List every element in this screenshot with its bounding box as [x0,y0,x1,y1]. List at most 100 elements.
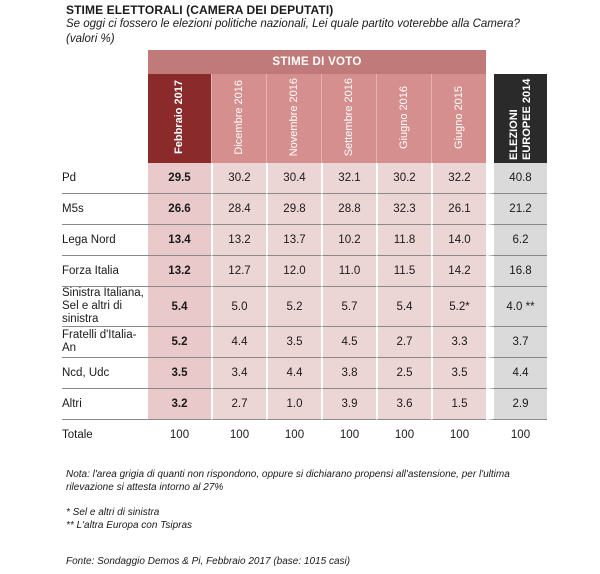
header-label-spacer [62,74,148,163]
column-header: Dicembre 2016 [211,74,266,163]
cell-value: 3.8 [321,358,376,389]
header-spacer-right [486,50,547,74]
row-label: Sinistra Italiana, Sel e altri di sinist… [62,287,148,327]
cell-value: 3.6 [376,389,431,420]
column-header-label: Giugno 2016 [397,85,410,149]
row-label: Fratelli d'Italia-An [62,327,148,358]
cell-value: 4.5 [321,327,376,358]
page-title: STIME ELETTORALI (CAMERA DEI DEPUTATI) [66,3,334,17]
source: Fonte: Sondaggio Demos & Pi, Febbraio 20… [66,556,351,567]
cell-value: 5.2 [266,287,321,327]
cell-value: 32.3 [376,194,431,225]
cell-value: 3.9 [321,389,376,420]
cell-value: 1.5 [431,389,486,420]
table-row: Pd 29.5 30.2 30.4 32.1 30.2 32.2 40.8 [62,163,547,194]
estimates-table: STIME DI VOTO Febbraio 2017 Dicembre 201… [62,50,547,450]
table-row: Sinistra Italiana, Sel e altri di sinist… [62,287,547,327]
table-row: Fratelli d'Italia-An 5.2 4.4 3.5 4.5 2.7 3.3 3.… [62,327,547,358]
row-label: Altri [62,389,148,420]
row-label: Ncd, Udc [62,358,148,389]
cell-value: 32.2 [431,163,486,194]
cell-value: 11.8 [376,225,431,256]
cell-current: 5.4 [148,287,211,327]
column-header: Giugno 2015 [431,74,486,163]
cell-europee: 6.2 [486,225,547,256]
footnote-asterisk: * Sel e altri di sinistra [66,507,160,518]
column-header: Giugno 2016 [376,74,431,163]
table-row: Altri 3.2 2.7 1.0 3.9 3.6 1.5 2.9 [62,389,547,420]
cell-europee: 21.2 [486,194,547,225]
cell-value: 29.8 [266,194,321,225]
cell-value: 3.4 [211,358,266,389]
cell-europee: 16.8 [486,256,547,287]
cell-value: 100 [431,420,486,450]
column-header: Febbraio 2017 [148,74,211,163]
cell-current: 5.2 [148,327,211,358]
group-header: STIME DI VOTO [148,50,486,74]
cell-value: 14.0 [431,225,486,256]
cell-value: 3.5 [266,327,321,358]
cell-value: 12.7 [211,256,266,287]
header-spacer [62,50,148,74]
note: Nota: l'area grigia di quanti non rispon… [66,469,510,493]
cell-value: 11.5 [376,256,431,287]
column-header-label: Settembre 2016 [342,77,355,157]
row-label: Forza Italia [62,256,148,287]
cell-value: 12.0 [266,256,321,287]
cell-value: 30.2 [211,163,266,194]
survey-question: Se oggi ci fossero le elezioni politiche… [66,18,520,45]
cell-current: 29.5 [148,163,211,194]
cell-current: 13.2 [148,256,211,287]
total-row: Totale 100 100 100 100 100 100 100 [62,420,547,450]
column-header-label: Giugno 2015 [452,85,465,149]
cell-value: 5.2* [431,287,486,327]
column-header-label: Febbraio 2017 [173,80,185,154]
cell-value: 28.4 [211,194,266,225]
cell-value: 32.1 [321,163,376,194]
cell-value: 14.2 [431,256,486,287]
column-header-label: ELEZIONI EUROPEE 2014 [507,78,533,160]
cell-value: 3.3 [431,327,486,358]
cell-value: 13.2 [211,225,266,256]
cell-current: 100 [169,429,190,441]
cell-europee: 3.7 [486,327,547,358]
cell-europee: 4.0 ** [486,287,547,327]
cell-value: 10.2 [321,225,376,256]
row-label: Pd [62,163,148,194]
cell-current: 3.2 [148,389,211,420]
table-row: Forza Italia 13.2 12.7 12.0 11.0 11.5 14.2 16.8 [62,256,547,287]
row-label: Lega Nord [62,225,148,256]
column-header-label: Novembre 2016 [287,77,300,157]
cell-value: 100 [211,420,266,450]
cell-value: 2.7 [211,389,266,420]
cell-value: 4.4 [211,327,266,358]
cell-value: 100 [376,420,431,450]
cell-value: 4.4 [266,358,321,389]
cell-value: 2.7 [376,327,431,358]
cell-value: 28.8 [321,194,376,225]
cell-current: 3.5 [148,358,211,389]
cell-value: 30.2 [376,163,431,194]
cell-value: 100 [266,420,321,450]
column-header-label: Dicembre 2016 [232,79,245,155]
cell-value: 2.5 [376,358,431,389]
row-label: M5s [62,194,148,225]
cell-value: 26.1 [431,194,486,225]
cell-europee: 4.4 [486,358,547,389]
cell-value: 11.0 [321,256,376,287]
cell-value: 30.4 [266,163,321,194]
column-header: Settembre 2016 [321,74,376,163]
cell-value: 13.7 [266,225,321,256]
cell-value: 3.5 [431,358,486,389]
cell-value: 5.4 [376,287,431,327]
table-row: M5s 26.6 28.4 29.8 28.8 32.3 26.1 21.2 [62,194,547,225]
cell-value: 1.0 [266,389,321,420]
cell-value: 5.7 [321,287,376,327]
cell-value: 5.0 [211,287,266,327]
cell-europee: 100 [486,420,547,450]
table-row: Ncd, Udc 3.5 3.4 4.4 3.8 2.5 3.5 4.4 [62,358,547,389]
column-header-europee: ELEZIONI EUROPEE 2014 [486,74,547,163]
column-header: Novembre 2016 [266,74,321,163]
table-row: Lega Nord 13.4 13.2 13.7 10.2 11.8 14.0 6.2 [62,225,547,256]
footnote-double-asterisk: ** L'altra Europa con Tsipras [66,520,193,531]
